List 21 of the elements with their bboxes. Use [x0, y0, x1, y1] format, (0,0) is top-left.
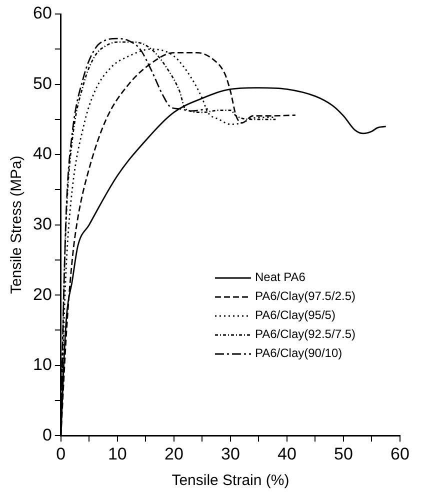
x-tick-label: 30 [220, 444, 240, 464]
x-tick-label: 60 [390, 444, 410, 464]
x-axis-title: Tensile Strain (%) [172, 472, 290, 490]
x-tick-label: 10 [108, 444, 127, 464]
x-tick-label: 20 [164, 444, 184, 464]
y-tick-label: 30 [32, 214, 52, 234]
y-tick-label: 0 [42, 425, 52, 444]
y-tick-label: 50 [32, 74, 52, 93]
y-tick-label: 60 [32, 4, 52, 23]
y-tick-label: 20 [32, 284, 52, 304]
x-tick-label: 50 [334, 444, 353, 464]
y-tick-label: 40 [32, 144, 52, 164]
x-tick-label: 0 [56, 444, 66, 464]
legend-label: PA6/Clay(92.5/7.5) [255, 326, 356, 343]
legend-label: PA6/Clay(95/5) [255, 307, 336, 324]
x-tick-label: 40 [278, 444, 296, 464]
legend-label: PA6/Clay(90/10) [255, 345, 342, 362]
legend-label: PA6/Clay(97.5/2.5) [255, 288, 356, 305]
y-tick-label: 10 [32, 355, 52, 374]
legend-label: Neat PA6 [255, 269, 306, 286]
y-axis-title: Tensile Stress (MPa) [8, 156, 26, 294]
